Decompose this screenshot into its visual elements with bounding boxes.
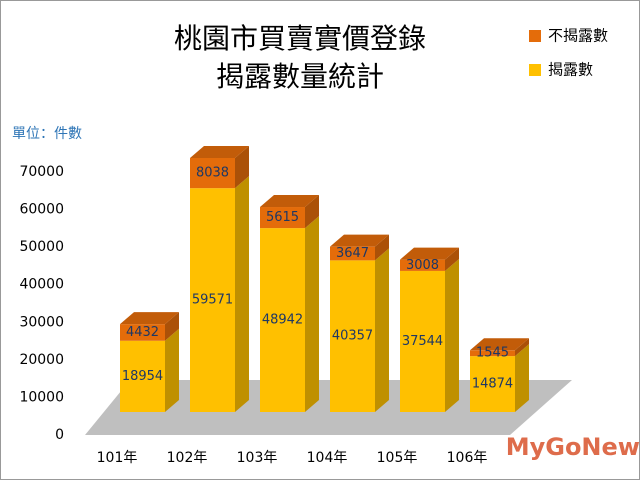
bar-side (305, 195, 319, 229)
bar-side (165, 312, 179, 341)
bar (120, 324, 165, 341)
bar-top (400, 247, 459, 260)
unit-label: 單位：件數 (12, 126, 82, 142)
value-label: 18954 (122, 369, 163, 384)
bar-side (235, 176, 249, 412)
bar-side (165, 328, 179, 412)
bar-side (305, 216, 319, 412)
watermark: MyGoNews (506, 433, 640, 461)
legend-label: 揭露數 (548, 61, 593, 79)
bar-side (375, 248, 389, 412)
bar-side (235, 145, 249, 189)
bar-side (445, 247, 459, 271)
value-label: 5615 (266, 210, 299, 225)
x-tick-label: 104年 (307, 450, 348, 466)
value-label: 4432 (126, 325, 159, 340)
bar (470, 356, 515, 412)
bar-side (375, 234, 389, 261)
value-label: 48942 (262, 313, 303, 328)
value-label: 3647 (336, 246, 369, 261)
bar (190, 188, 235, 412)
y-tick-label: 50000 (19, 239, 64, 255)
chart-title: 揭露數量統計 (216, 60, 384, 93)
bar-top (330, 234, 389, 247)
y-tick-label: 60000 (19, 202, 64, 218)
bar-top (470, 338, 529, 351)
chart-title: 桃園市買賣實價登錄 (174, 22, 426, 55)
bar (400, 259, 445, 271)
bar-side (515, 338, 529, 357)
bar-side (445, 258, 459, 412)
value-label: 1545 (476, 346, 509, 361)
y-tick-label: 30000 (19, 314, 64, 330)
y-tick-label: 40000 (19, 277, 64, 293)
bar-top (260, 195, 319, 208)
legend-swatch (529, 30, 541, 42)
x-tick-label: 103年 (237, 450, 278, 466)
y-tick-label: 70000 (19, 164, 64, 180)
value-label: 8038 (196, 166, 229, 181)
bar (260, 207, 305, 229)
bar (330, 260, 375, 412)
y-tick-label: 20000 (19, 352, 64, 368)
value-label: 14874 (472, 377, 513, 392)
x-tick-label: 106年 (447, 450, 488, 466)
value-label: 3008 (406, 258, 439, 273)
legend-swatch (529, 64, 541, 76)
bar (120, 340, 165, 412)
bar-side (515, 344, 529, 412)
bar (330, 246, 375, 261)
value-label: 40357 (332, 329, 373, 344)
bar (190, 157, 235, 189)
bar (260, 228, 305, 412)
x-tick-label: 102年 (167, 450, 208, 466)
x-tick-label: 101年 (97, 450, 138, 466)
value-label: 37544 (402, 334, 443, 349)
bar (400, 270, 445, 412)
bar-top (120, 312, 179, 325)
bar (470, 350, 515, 357)
y-tick-label: 10000 (19, 389, 64, 405)
x-tick-label: 105年 (377, 450, 418, 466)
bar-top (190, 145, 249, 158)
value-label: 59571 (192, 293, 233, 308)
legend-label: 不揭露數 (548, 27, 608, 45)
y-tick-label: 0 (55, 427, 64, 443)
